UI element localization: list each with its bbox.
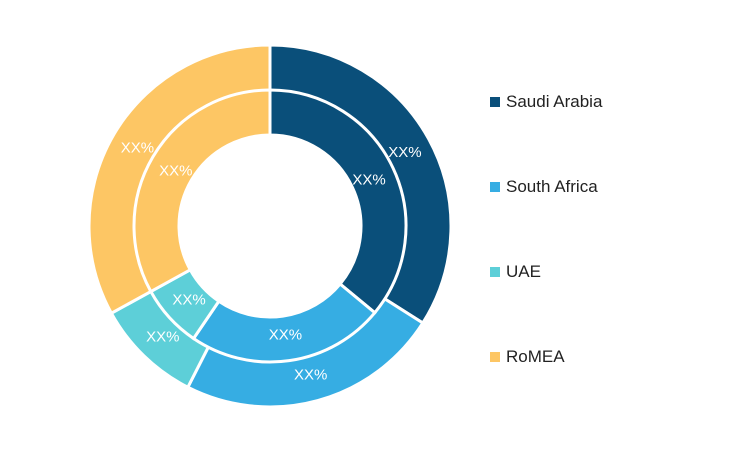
- legend-swatch-saudi-arabia: [490, 97, 500, 107]
- inner-label-uae: XX%: [172, 292, 205, 309]
- legend: Saudi Arabia South Africa UAE RoMEA: [490, 88, 602, 371]
- outer-label-romea: XX%: [121, 140, 154, 157]
- inner-label-saudi-arabia: XX%: [352, 171, 385, 188]
- inner-slice-saudi-arabia: [268, 88, 408, 315]
- legend-label-south-africa: South Africa: [506, 177, 598, 196]
- legend-swatch-uae: [490, 267, 500, 277]
- outer-label-uae: XX%: [146, 329, 179, 346]
- legend-label-saudi-arabia: Saudi Arabia: [506, 92, 603, 111]
- legend-swatch-south-africa: [490, 182, 500, 192]
- inner-slice-romea: [132, 88, 272, 294]
- legend-item-saudi-arabia: Saudi Arabia: [490, 88, 602, 116]
- legend-item-south-africa: South Africa: [490, 173, 602, 201]
- legend-item-uae: UAE: [490, 258, 602, 286]
- inner-label-romea: XX%: [159, 162, 192, 179]
- legend-swatch-romea: [490, 352, 500, 362]
- outer-label-saudi-arabia: XX%: [388, 144, 421, 161]
- legend-label-uae: UAE: [506, 262, 541, 281]
- outer-label-south-africa: XX%: [294, 367, 327, 384]
- legend-item-romea: RoMEA: [490, 343, 602, 371]
- inner-label-south-africa: XX%: [269, 326, 302, 343]
- legend-label-romea: RoMEA: [506, 347, 565, 366]
